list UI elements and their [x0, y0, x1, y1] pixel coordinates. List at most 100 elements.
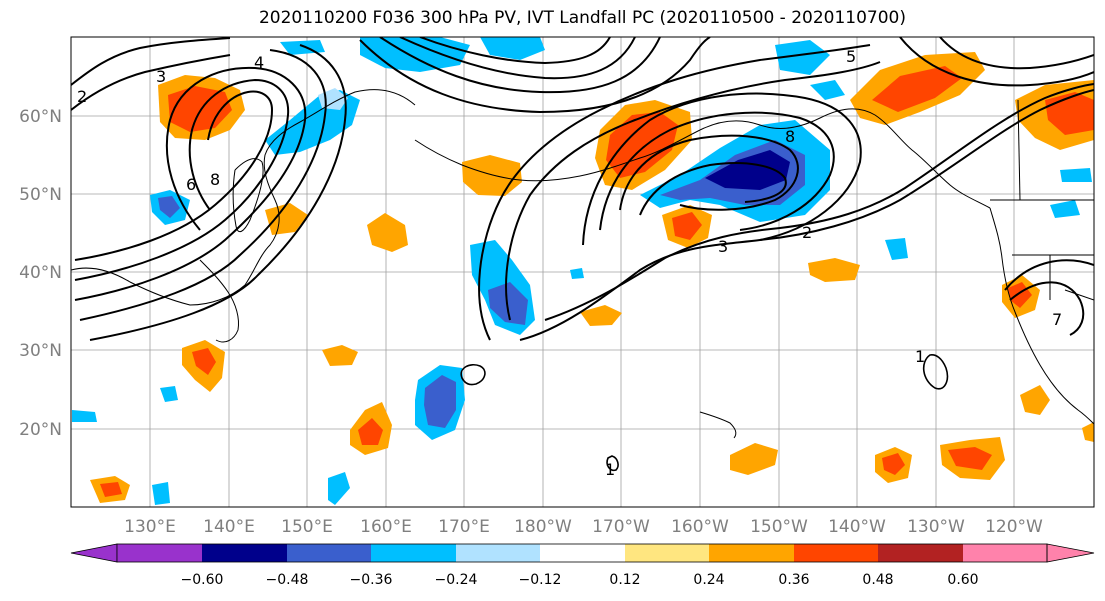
state-border-3: [1064, 289, 1094, 301]
colorbar-bin-9: [794, 544, 878, 562]
pv-contour-trough-1: [74, 66, 307, 301]
coast-hawaii: [699, 411, 737, 439]
coast-aleutians: [414, 129, 701, 182]
pv-contour-ridge-1: [379, 37, 661, 94]
pv-contour-east-ridge-2: [1009, 281, 1085, 336]
pv-contour-north-east-2: [899, 37, 1094, 87]
anomaly-pos-japan-north: [265, 203, 308, 235]
pv-contour-west-1: [71, 37, 231, 86]
contour-label-5: 5: [846, 47, 856, 66]
contour-labels: 2 4 3 6 8 5 7 1 2 3 8 1: [77, 47, 1062, 479]
colorbar-min-arrow: [70, 543, 118, 563]
colorbar-tick-4: −0.24: [435, 572, 478, 588]
anomaly-neg-north-mid: [480, 37, 545, 60]
colorbar-tick-9: 0.48: [862, 572, 893, 588]
pv-contour-gulf-low-3: [599, 111, 835, 231]
anomaly-pos-mid-1: [580, 305, 622, 326]
anomaly-pos-south-3-core: [882, 453, 905, 475]
colorbar-tick-2: −0.48: [266, 572, 309, 588]
colorbar-bin-5: [456, 544, 540, 562]
anomaly-pos-south-1-core: [358, 418, 383, 445]
pv-contour-trough-2: [74, 78, 290, 281]
colorbar-bin-7: [625, 544, 709, 562]
lat-label-40: 40°N: [19, 263, 62, 283]
contour-label-2b: 2: [802, 223, 812, 242]
pv-contour-pacific-2: [505, 61, 881, 321]
anomaly-pos-sw-1-core: [192, 348, 216, 375]
canada-province-border: [1017, 99, 1021, 201]
contour-label-3b: 3: [718, 237, 728, 256]
contour-label-4: 4: [254, 53, 264, 72]
pv-contour-small-3: [606, 455, 619, 472]
pv-contour-gulf-low-4: [582, 92, 862, 246]
coastlines: [71, 89, 1094, 439]
coast-asia: [71, 89, 416, 306]
colorbar-tick-3: −0.36: [350, 572, 393, 588]
colorbar-bin-1: [117, 544, 202, 562]
anomaly-pos-gulf-core: [606, 112, 678, 178]
pv-contour-trough-4: [79, 49, 327, 321]
colorbar-tick-8: 0.36: [778, 572, 809, 588]
colorbar-bin-4: [371, 544, 456, 562]
map-title: 2020110200 F036 300 hPa PV, IVT Landfall…: [258, 8, 906, 28]
lon-label-150w: 150°W: [750, 517, 808, 537]
anomaly-pos-gulf-south-core: [672, 212, 702, 240]
anomaly-neg-mid-small: [570, 268, 584, 279]
contour-label-8b: 8: [785, 127, 795, 146]
pv-contour-pacific-1: [478, 44, 871, 341]
contour-label-6: 6: [186, 175, 196, 194]
lat-label-30: 30°N: [19, 341, 62, 361]
coast-north-america: [989, 207, 1094, 425]
anomaly-pos-sw-corner-core: [100, 482, 122, 497]
coast-kamchatka: [232, 158, 264, 233]
colorbar-max-arrow: [1046, 543, 1095, 563]
pv-contour-ridge-3: [419, 37, 611, 65]
colorbar-bin-8: [709, 544, 794, 562]
anomaly-neg-west-small: [72, 410, 97, 422]
coast-alaska: [699, 108, 991, 209]
anomaly-pos-sw-2: [322, 345, 358, 366]
lon-label-160e: 160°E: [360, 517, 412, 537]
anomaly-pos-mid-east: [808, 258, 860, 282]
pv-contours: [71, 37, 1094, 472]
anomaly-pos-nw-pacific: [367, 213, 408, 252]
colorbar-tick-7: 0.24: [693, 572, 724, 588]
anomaly-pos-bc-core: [872, 66, 962, 112]
contour-label-3: 3: [156, 67, 166, 86]
pv-contour-small-2: [922, 354, 949, 390]
anomaly-neg-west-small-2: [160, 386, 178, 402]
anomaly-neg-nw-small: [810, 80, 845, 100]
colorbar-tick-10: 0.60: [947, 572, 978, 588]
anomaly-neg-east-2: [1060, 168, 1092, 182]
anomaly-neg-south-central-core: [424, 375, 456, 428]
anomaly-neg-east-3: [1050, 200, 1080, 218]
lat-label-50: 50°N: [19, 185, 62, 205]
colorbar: −0.60 −0.48 −0.36 −0.24 −0.12 0.12 0.24 …: [70, 543, 1095, 588]
anomaly-neg-sw-small-2: [328, 472, 350, 505]
map-frame: [70, 36, 1095, 508]
lon-label-140e: 140°E: [203, 517, 255, 537]
contour-label-1: 1: [915, 347, 925, 366]
colorbar-tick-1: −0.60: [181, 572, 224, 588]
colorbar-tick-6: 0.12: [609, 572, 640, 588]
anomaly-neg-east-1: [885, 238, 908, 260]
contour-label-7: 7: [1052, 310, 1062, 329]
lon-label-130w: 130°W: [907, 517, 965, 537]
lat-label-20: 20°N: [19, 420, 62, 440]
anomaly-neg-nw-corner: [775, 40, 830, 75]
colorbar-bin-2: [202, 544, 287, 562]
anomaly-neg-gulf-alaska-core: [705, 150, 790, 190]
colorbar-bin-3: [287, 544, 371, 562]
lon-label-120w: 120°W: [985, 517, 1043, 537]
pv-contour-trough-5: [89, 44, 347, 341]
contour-label-2: 2: [77, 87, 87, 106]
colorbar-bin-6: [540, 544, 625, 562]
lon-label-140w: 140°W: [828, 517, 886, 537]
pv-contour-trough-3: [74, 90, 274, 261]
anomaly-pos-south-4-core: [948, 447, 992, 470]
anomaly-neg-japan-core: [158, 196, 180, 218]
anomaly-pos-se-edge: [1082, 422, 1094, 442]
lon-label-170w: 170°W: [592, 517, 650, 537]
lon-label-180w: 180°W: [514, 517, 572, 537]
